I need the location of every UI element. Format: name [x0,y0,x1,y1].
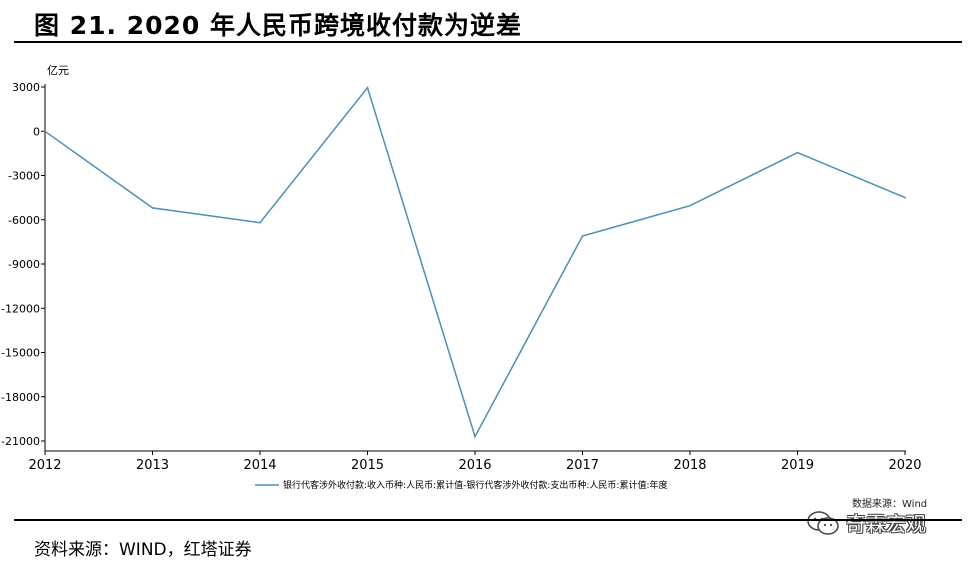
data-point [796,151,799,154]
x-tick-label: 2018 [673,458,706,473]
y-tick-label: 3000 [12,81,40,94]
top-rule [14,41,962,43]
y-tick-label: -15000 [1,347,40,360]
x-tick-label: 2015 [351,458,384,473]
y-tick-label: -12000 [1,302,40,315]
x-tick-label: 2016 [458,458,491,473]
x-tick-label: 2020 [888,458,921,473]
x-tick-label: 2013 [136,458,169,473]
figure-title: 图 21. 2020 年人民币跨境收付款为逆差 [34,11,522,40]
data-point [689,204,691,207]
y-tick-label: -18000 [1,391,40,404]
y-tick-label: -9000 [8,258,40,271]
legend: 银行代客涉外收付款:收入币种:人民币:累计值-银行代客涉外收付款:支出币种:人民… [255,479,667,491]
source-note: 资料来源：WIND，红塔证券 [34,540,252,560]
series-group [44,86,906,439]
x-tick-label: 2012 [28,458,61,473]
y-ticks: 3000 0 -3000 -6000 -9000 -12000 -15000 -18000 -2… [1,81,45,448]
data-point [904,196,906,199]
x-tick-label: 2017 [566,458,599,473]
data-point [366,86,369,89]
data-point [151,207,154,209]
x-tick-label: 2014 [243,458,276,473]
y-tick-label: -21000 [1,435,40,448]
y-tick-label: -3000 [8,170,40,183]
watermark-text: 奇霖宏观 [846,512,926,536]
data-point [44,130,46,133]
data-point [259,221,261,224]
legend-label: 银行代客涉外收付款:收入币种:人民币:累计值-银行代客涉外收付款:支出币种:人民… [283,479,667,491]
series-line [44,86,906,439]
x-ticks: 2012 2013 2014 2015 2016 2017 2018 2019 2020 [28,451,922,473]
chart-source-label: 数据来源：Wind [852,499,928,510]
line-chart: 亿元 3000 0 -3000 -6000 -9000 -12000 -15000 -1800… [1,64,922,491]
data-point [474,435,476,438]
y-tick-label: 0 [33,125,40,138]
bottom-rule [14,519,962,521]
y-tick-label: -6000 [8,214,40,227]
wechat-icon [807,510,839,535]
y-axis-unit-label: 亿元 [47,64,69,77]
x-tick-label: 2019 [781,458,814,473]
watermark: 奇霖宏观 [806,508,926,537]
data-point [581,235,584,237]
